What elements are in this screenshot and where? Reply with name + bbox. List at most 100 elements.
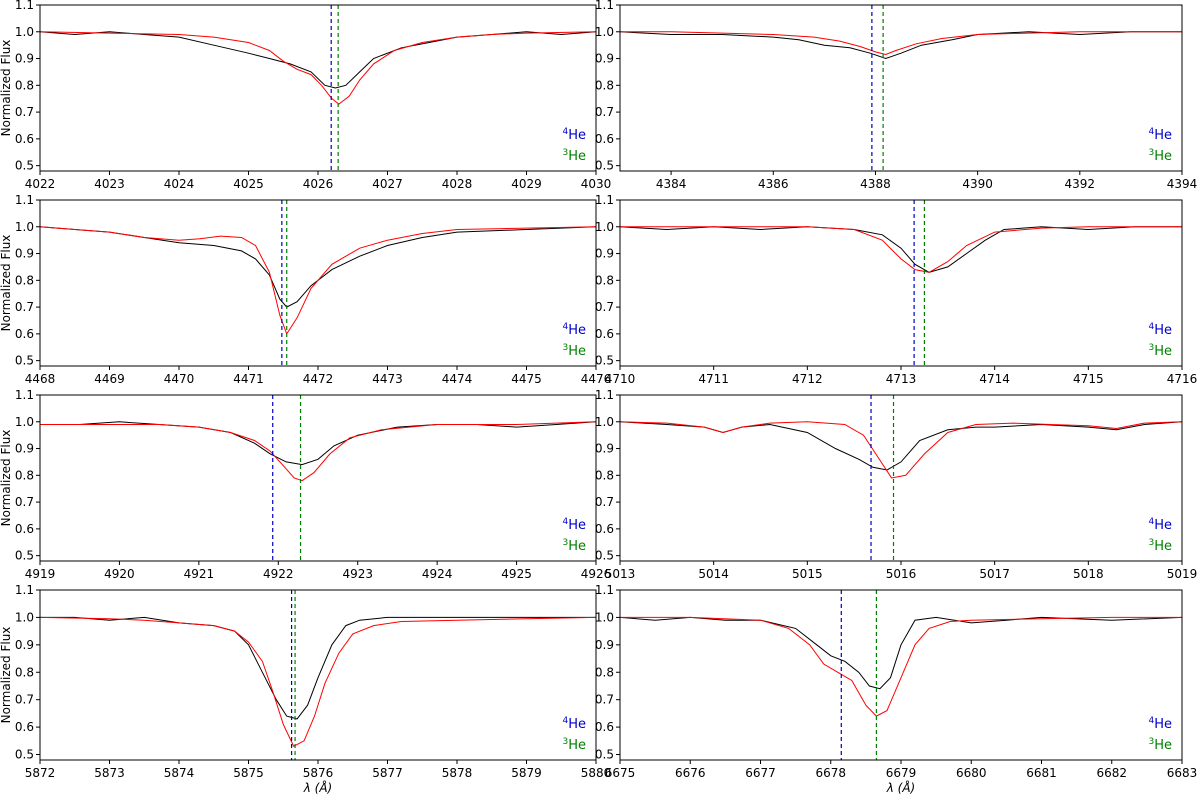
x-tick-label: 5874: [164, 766, 195, 780]
x-tick-label: 5016: [886, 567, 917, 581]
x-tick-label: 5878: [442, 766, 473, 780]
y-tick-label: 1.1: [595, 0, 614, 12]
legend-he3: 3He: [1148, 343, 1172, 359]
model-spectrum-line: [40, 421, 596, 482]
y-tick-label: 0.8: [15, 78, 34, 92]
x-tick-label: 4475: [511, 372, 542, 386]
y-tick-label: 0.9: [595, 247, 614, 261]
legend-he4: 4He: [562, 322, 586, 338]
axes-frame: [619, 199, 1183, 367]
y-tick-label: 0.8: [15, 468, 34, 482]
panel-3: 4468 4469 4470 4471 4472 4473 4474 4475 4476 0.5 0…: [0, 193, 611, 386]
y-tick-label: 0.8: [595, 78, 614, 92]
observed-spectrum-line: [620, 31, 1182, 60]
legend-he4: 4He: [562, 517, 586, 533]
x-tick-label: 5877: [372, 766, 403, 780]
y-tick-label: 0.5: [595, 159, 614, 173]
y-tick-label: 0.5: [595, 748, 614, 762]
y-axis-label: Normalized Flux: [0, 627, 13, 724]
x-tick-label: 6680: [956, 766, 987, 780]
x-tick-label: 4711: [698, 372, 729, 386]
panel-4: 4710 4711 4712 4713 4714 4715 4716 0.5 0.6 0.7 0.8…: [595, 193, 1197, 386]
x-tick-label: 4923: [342, 567, 373, 581]
axes-frame: [619, 589, 1183, 761]
y-tick-label: 1.1: [15, 583, 34, 597]
x-tick-label: 6681: [1026, 766, 1057, 780]
y-tick-label: 0.5: [595, 354, 614, 368]
x-tick-label: 4710: [605, 372, 636, 386]
x-tick-label: 5880: [581, 766, 612, 780]
x-tick-label: 4713: [886, 372, 917, 386]
y-tick-label: 0.7: [15, 105, 34, 119]
observed-spectrum-line: [40, 226, 596, 308]
legend-he4: 4He: [1148, 716, 1172, 732]
panel-6: 5013 5014 5015 5016 5017 5018 5019 0.5 0.6 0.7 0.8…: [595, 388, 1197, 581]
x-tick-label: 6678: [815, 766, 846, 780]
x-tick-label: 4471: [233, 372, 264, 386]
axes-frame: [39, 394, 597, 562]
x-tick-label: 5014: [698, 567, 729, 581]
y-tick-label: 1.1: [15, 193, 34, 207]
legend-he3: 3He: [1148, 737, 1172, 753]
x-tick-label: 4921: [184, 567, 215, 581]
y-axis-label: Normalized Flux: [0, 40, 13, 137]
x-tick-label: 4386: [758, 177, 789, 191]
panel-2: 4384 4386 4388 4390 4392 4394 0.5 0.6 0.7 0.8 0.9 1…: [595, 0, 1197, 191]
x-tick-label: 4388: [860, 177, 891, 191]
y-tick-label: 0.7: [15, 300, 34, 314]
x-tick-label: 5872: [25, 766, 56, 780]
panel-7: 5872 5873 5874 5875 5876 5877 5878 5879 5880 0.5 0…: [0, 583, 611, 795]
y-tick-label: 1.1: [595, 388, 614, 402]
y-tick-label: 1.1: [595, 193, 614, 207]
x-tick-label: 5879: [511, 766, 542, 780]
x-tick-label: 4922: [263, 567, 294, 581]
observed-spectrum-line: [40, 31, 596, 89]
x-tick-label: 4023: [94, 177, 125, 191]
x-tick-label: 4024: [164, 177, 195, 191]
axes-frame: [619, 4, 1183, 172]
y-tick-label: 0.9: [15, 52, 34, 66]
y-tick-label: 0.8: [595, 273, 614, 287]
y-tick-label: 0.9: [595, 52, 614, 66]
x-tick-label: 4474: [442, 372, 473, 386]
y-tick-label: 0.5: [15, 354, 34, 368]
x-tick-label: 4476: [581, 372, 612, 386]
observed-spectrum-line: [40, 421, 596, 466]
legend-he3: 3He: [562, 148, 586, 164]
model-spectrum-line: [620, 616, 1182, 717]
y-tick-label: 0.6: [595, 522, 614, 536]
y-tick-label: 0.6: [595, 720, 614, 734]
legend-he4: 4He: [1148, 517, 1172, 533]
y-tick-label: 0.7: [595, 105, 614, 119]
y-tick-label: 1.0: [595, 220, 614, 234]
x-tick-label: 6677: [745, 766, 776, 780]
x-tick-label: 4919: [25, 567, 56, 581]
y-tick-label: 0.5: [15, 748, 34, 762]
y-tick-label: 1.0: [15, 610, 34, 624]
y-tick-label: 0.8: [595, 665, 614, 679]
y-tick-label: 0.9: [15, 442, 34, 456]
x-tick-label: 4920: [104, 567, 135, 581]
x-tick-label: 4028: [442, 177, 473, 191]
y-tick-label: 0.8: [15, 273, 34, 287]
y-tick-label: 0.5: [15, 159, 34, 173]
axes-frame: [39, 4, 597, 172]
axes-frame: [39, 589, 597, 761]
x-tick-label: 4030: [581, 177, 612, 191]
x-tick-label: 4925: [501, 567, 532, 581]
legend-he3: 3He: [1148, 148, 1172, 164]
legend-he3: 3He: [562, 737, 586, 753]
x-tick-label: 4472: [303, 372, 334, 386]
model-spectrum-line: [40, 616, 596, 747]
observed-spectrum-line: [620, 421, 1182, 471]
y-tick-label: 0.6: [15, 720, 34, 734]
x-tick-label: 6679: [886, 766, 917, 780]
legend-he3: 3He: [1148, 538, 1172, 554]
y-tick-label: 0.6: [15, 132, 34, 146]
x-tick-label: 4022: [25, 177, 56, 191]
x-tick-label: 5019: [1167, 567, 1198, 581]
x-tick-label: 4384: [656, 177, 687, 191]
observed-spectrum-line: [620, 226, 1182, 273]
legend-he4: 4He: [562, 716, 586, 732]
y-tick-label: 0.7: [15, 495, 34, 509]
